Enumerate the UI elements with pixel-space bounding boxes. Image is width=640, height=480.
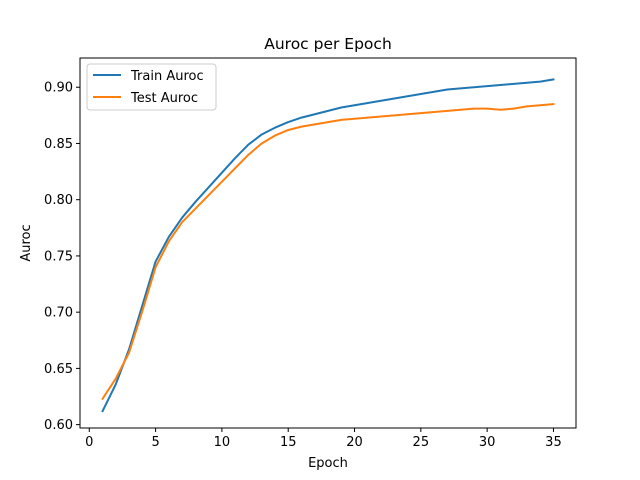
series-lines <box>101 78 555 413</box>
y-tick-label: 0.70 <box>44 306 73 321</box>
y-tick-label: 0.85 <box>44 137 73 152</box>
series-line-train-auroc <box>101 78 555 413</box>
y-axis-label: Auroc <box>19 224 34 261</box>
x-tick-label: 5 <box>151 435 159 450</box>
y-tick-label: 0.90 <box>44 81 73 96</box>
chart-title: Auroc per Epoch <box>264 35 392 53</box>
x-axis-ticks: 0 5 10 15 20 25 30 35 <box>85 428 562 450</box>
y-tick-label: 0.80 <box>44 193 73 208</box>
x-tick-label: 10 <box>214 435 231 450</box>
y-axis-ticks: 0.60 0.65 0.70 0.75 0.80 0.85 0.90 <box>44 81 80 433</box>
x-axis-label: Epoch <box>308 456 348 471</box>
x-tick-label: 25 <box>413 435 430 450</box>
y-tick-label: 0.60 <box>44 418 73 433</box>
series-line-test-auroc <box>101 103 555 401</box>
legend-label-train-auroc: Train Auroc <box>130 69 204 84</box>
x-tick-label: 20 <box>346 435 363 450</box>
legend: Train Auroc Test Auroc <box>86 63 217 111</box>
plot-area <box>79 57 577 429</box>
x-tick-label: 35 <box>545 435 562 450</box>
y-tick-label: 0.75 <box>44 249 73 264</box>
x-tick-label: 0 <box>85 435 93 450</box>
x-tick-label: 15 <box>280 435 297 450</box>
x-tick-label: 30 <box>479 435 496 450</box>
y-tick-label: 0.65 <box>44 362 73 377</box>
legend-label-test-auroc: Test Auroc <box>130 91 198 106</box>
